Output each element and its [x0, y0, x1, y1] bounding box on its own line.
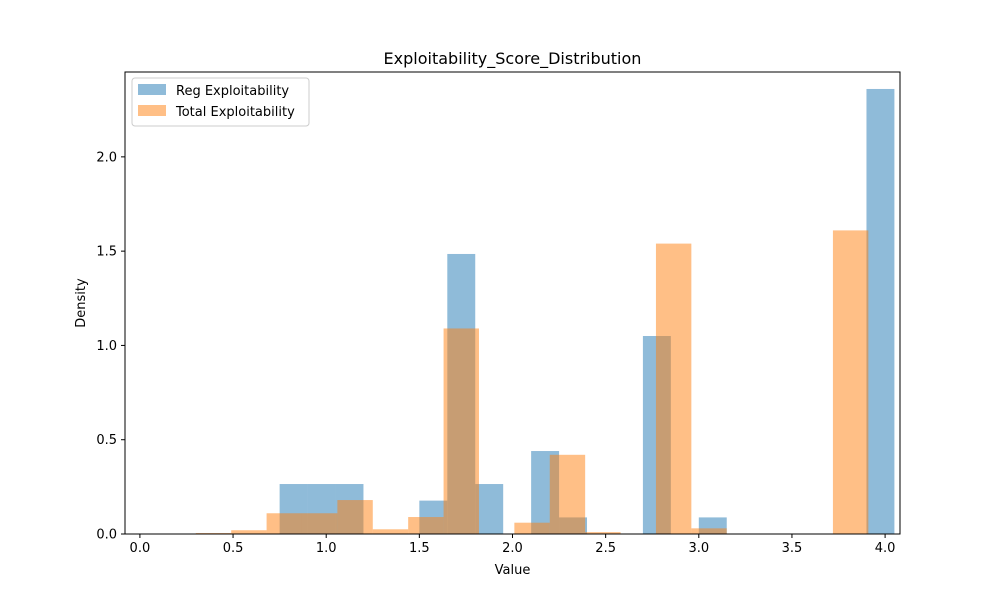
- x-axis-label: Value: [495, 563, 531, 578]
- bar-total-exploitability-14: [691, 528, 726, 534]
- bar-total-exploitability-4: [337, 500, 372, 534]
- x-tick-label-8: 4.0: [875, 541, 896, 556]
- y-axis-label: Density: [74, 278, 89, 328]
- bar-total-exploitability-10: [550, 455, 585, 534]
- bar-total-exploitability-3: [302, 513, 337, 534]
- legend-swatch-total-exploitability: [138, 105, 166, 116]
- x-tick-label-2: 1.0: [316, 541, 337, 556]
- bar-total-exploitability-13: [656, 244, 691, 534]
- y-tick-label-1: 0.5: [96, 433, 117, 448]
- x-tick-label-3: 1.5: [409, 541, 430, 556]
- y-tick-label-4: 2.0: [96, 150, 117, 165]
- x-tick-label-1: 0.5: [223, 541, 244, 556]
- x-tick-label-5: 2.5: [595, 541, 616, 556]
- bar-total-exploitability-1: [231, 530, 266, 534]
- bar-total-exploitability-9: [514, 523, 549, 534]
- y-tick-label-3: 1.5: [96, 245, 117, 260]
- legend: Reg Exploitability Total Exploitability: [132, 78, 309, 126]
- legend-label-total-exploitability: Total Exploitability: [175, 105, 295, 120]
- x-tick-label-0: 0.0: [130, 541, 151, 556]
- chart-title: Exploitability_Score_Distribution: [384, 49, 642, 69]
- bar-total-exploitability-18: [833, 230, 868, 534]
- x-tick-label-4: 2.0: [502, 541, 523, 556]
- legend-label-reg-exploitability: Reg Exploitability: [176, 84, 289, 99]
- bar-total-exploitability-2: [267, 513, 302, 534]
- x-tick-label-6: 3.0: [688, 541, 709, 556]
- bar-total-exploitability-6: [408, 517, 443, 534]
- legend-swatch-reg-exploitability: [138, 84, 166, 95]
- bar-total-exploitability-7: [444, 328, 479, 534]
- bar-total-exploitability-5: [373, 529, 408, 534]
- y-tick-label-2: 1.0: [96, 339, 117, 354]
- bar-reg-exploitability-10: [475, 484, 503, 534]
- y-tick-label-0: 0.0: [96, 528, 117, 543]
- x-tick-label-7: 3.5: [782, 541, 803, 556]
- bar-reg-exploitability-24: [866, 89, 894, 534]
